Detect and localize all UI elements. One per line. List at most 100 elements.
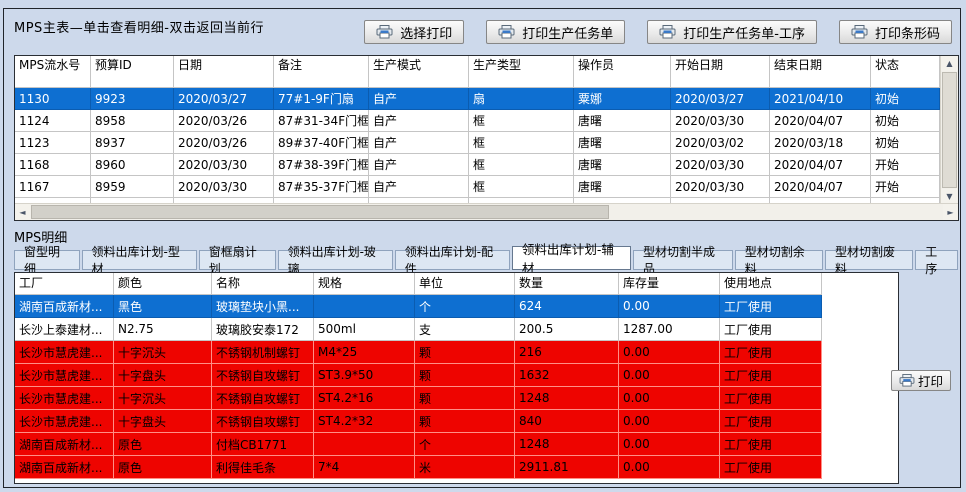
cell: ST4.2*32 [314,410,415,433]
detail-tabs: 窗型明细 领料出库计划-型材 窗框扇计划 领料出库计划-玻璃 领料出库计划-配件… [14,242,960,276]
cell: 自产 [369,88,469,110]
cell: 2020/04/07 [770,110,871,132]
print-task-order-process-label: 打印生产任务单-工序 [683,26,805,42]
cell: 1130 [15,88,91,110]
column-header[interactable]: MPS流水号 [15,56,91,88]
cell: 湖南百成新材... [15,456,114,479]
printer-icon [851,25,868,39]
column-header[interactable]: 库存量 [619,273,720,295]
column-header[interactable]: 操作员 [574,56,671,88]
cell: 自产 [369,154,469,176]
print-task-order-button[interactable]: 打印生产任务单 [486,20,626,44]
column-header[interactable]: 工厂 [15,273,114,295]
tab-cut-remnant[interactable]: 型材切割余料 [734,245,823,276]
cell: 2021/04/10 [770,88,871,110]
column-header[interactable]: 数量 [515,273,619,295]
table-row[interactable]: 长沙市慧虎建... 十字沉头 不锈钢机制螺钉 M4*25 颗 216 0.00 … [15,341,898,364]
cell: 十字盘头 [114,364,212,387]
table-row[interactable]: 长沙上泰建材... N2.75 玻璃胶安泰172 500ml 支 200.5 1… [15,318,898,341]
cell: 工厂使用 [720,295,822,318]
master-panel-title: MPS主表—单击查看明细-双击返回当前行 [14,21,264,36]
column-header[interactable]: 名称 [212,273,314,295]
master-vertical-scrollbar[interactable]: ▲ ▼ [940,56,958,204]
cell: 2020/03/30 [671,110,770,132]
column-header[interactable]: 生产类型 [469,56,574,88]
column-header[interactable]: 开始日期 [671,56,770,88]
column-header[interactable]: 使用地点 [720,273,822,295]
master-grid: MPS流水号 预算ID 日期 备注 生产模式 生产类型 操作员 开始日期 结束日… [14,55,959,221]
detail-panel-title: MPS明细 [14,231,68,246]
horizontal-scroll-thumb[interactable] [31,205,609,219]
cell: 2020/03/26 [174,110,274,132]
scroll-right-icon[interactable]: ► [943,204,958,220]
cell: 原色 [114,433,212,456]
cell: 2020/03/30 [671,176,770,198]
cell: 扇 [469,88,574,110]
column-header[interactable]: 状态 [871,56,940,88]
print-task-order-label: 打印生产任务单 [522,26,614,42]
table-row[interactable]: 长沙市慧虎建... 十字盘头 不锈钢自攻螺钉 ST3.9*50 颗 1632 0… [15,364,898,387]
cell: 框 [469,154,574,176]
table-row[interactable]: 1167 8959 2020/03/30 87#35-37F门框 自产 框 唐曙… [15,176,941,198]
cell: 唐曙 [574,110,671,132]
table-row[interactable]: 长沙市慧虎建... 十字沉头 不锈钢自攻螺钉 ST4.2*16 颗 1248 0… [15,387,898,410]
column-header[interactable]: 日期 [174,56,274,88]
cell: M4*25 [314,341,415,364]
column-header[interactable]: 预算ID [91,56,174,88]
tab-material-profile[interactable]: 领料出库计划-型材 [81,245,197,276]
vertical-scroll-thumb[interactable] [942,72,957,188]
cell: 原色 [114,456,212,479]
tab-cut-semifinished[interactable]: 型材切割半成品 [633,245,733,276]
cell: 200.5 [515,318,619,341]
tab-material-fitting[interactable]: 领料出库计划-配件 [394,245,510,276]
table-row[interactable]: 1168 8960 2020/03/30 87#38-39F门框 自产 框 唐曙… [15,154,941,176]
print-barcode-label: 打印条形码 [874,26,940,42]
detail-print-button[interactable]: 打印 [890,370,951,391]
print-task-order-process-button[interactable]: 打印生产任务单-工序 [647,20,817,44]
select-print-button[interactable]: 选择打印 [364,20,465,44]
master-grid-header: MPS流水号 预算ID 日期 备注 生产模式 生产类型 操作员 开始日期 结束日… [15,56,941,88]
cell: 9923 [91,88,174,110]
cell: 长沙市慧虎建... [15,364,114,387]
scroll-left-icon[interactable]: ◄ [15,204,30,220]
cell: 个 [415,295,515,318]
table-row[interactable]: 湖南百成新材... 原色 利得佳毛条 7*4 米 2911.81 0.00 工厂… [15,456,898,479]
cell: N2.75 [114,318,212,341]
cell: 2020/03/18 [770,132,871,154]
scroll-down-icon[interactable]: ▼ [941,189,958,204]
table-row[interactable]: 1123 8937 2020/03/26 89#37-40F门框 自产 框 唐曙… [15,132,941,154]
tab-frame-sash-plan[interactable]: 窗框扇计划 [198,245,276,276]
cell: ST4.2*16 [314,387,415,410]
cell: 2020/03/27 [174,88,274,110]
tab-cut-scrap[interactable]: 型材切割废料 [824,245,914,276]
table-row[interactable]: 湖南百成新材... 原色 付档CB1771 个 1248 0.00 工厂使用 [15,433,898,456]
column-header[interactable]: 颜色 [114,273,212,295]
tab-material-auxiliary[interactable]: 领料出库计划-辅材 [511,242,632,276]
scroll-up-icon[interactable]: ▲ [941,56,958,71]
table-row[interactable]: 湖南百成新材... 黑色 玻璃垫块小黑... 个 624 0.00 工厂使用 [15,295,898,318]
table-row[interactable]: 长沙市慧虎建... 十字盘头 不锈钢自攻螺钉 ST4.2*32 颗 840 0.… [15,410,898,433]
table-row[interactable]: 1124 8958 2020/03/26 87#31-34F门框 自产 框 唐曙… [15,110,941,132]
cell: 624 [515,295,619,318]
cell: 2020/03/27 [671,88,770,110]
cell: 玻璃垫块小黑... [212,295,314,318]
main-window: MPS主表—单击查看明细-双击返回当前行 选择打印 打印生产任务单 打印生产任务… [3,8,961,488]
master-horizontal-scrollbar[interactable]: ◄ ► [15,203,958,220]
column-header[interactable]: 备注 [274,56,369,88]
cell: 0.00 [619,433,720,456]
cell: 长沙市慧虎建... [15,410,114,433]
tab-process[interactable]: 工序 [915,245,959,276]
column-header[interactable]: 结束日期 [770,56,871,88]
cell: 工厂使用 [720,318,822,341]
tab-material-glass[interactable]: 领料出库计划-玻璃 [277,245,393,276]
column-header[interactable]: 单位 [415,273,515,295]
column-header[interactable]: 生产模式 [369,56,469,88]
tab-window-detail[interactable]: 窗型明细 [14,245,80,276]
table-row[interactable]: 1130 9923 2020/03/27 77#1-9F门扇 自产 扇 粟娜 2… [15,88,941,110]
cell: 8959 [91,176,174,198]
column-header[interactable]: 规格 [314,273,415,295]
cell: 工厂使用 [720,387,822,410]
print-barcode-button[interactable]: 打印条形码 [838,20,952,44]
cell: 不锈钢机制螺钉 [212,341,314,364]
cell: 唐曙 [574,132,671,154]
